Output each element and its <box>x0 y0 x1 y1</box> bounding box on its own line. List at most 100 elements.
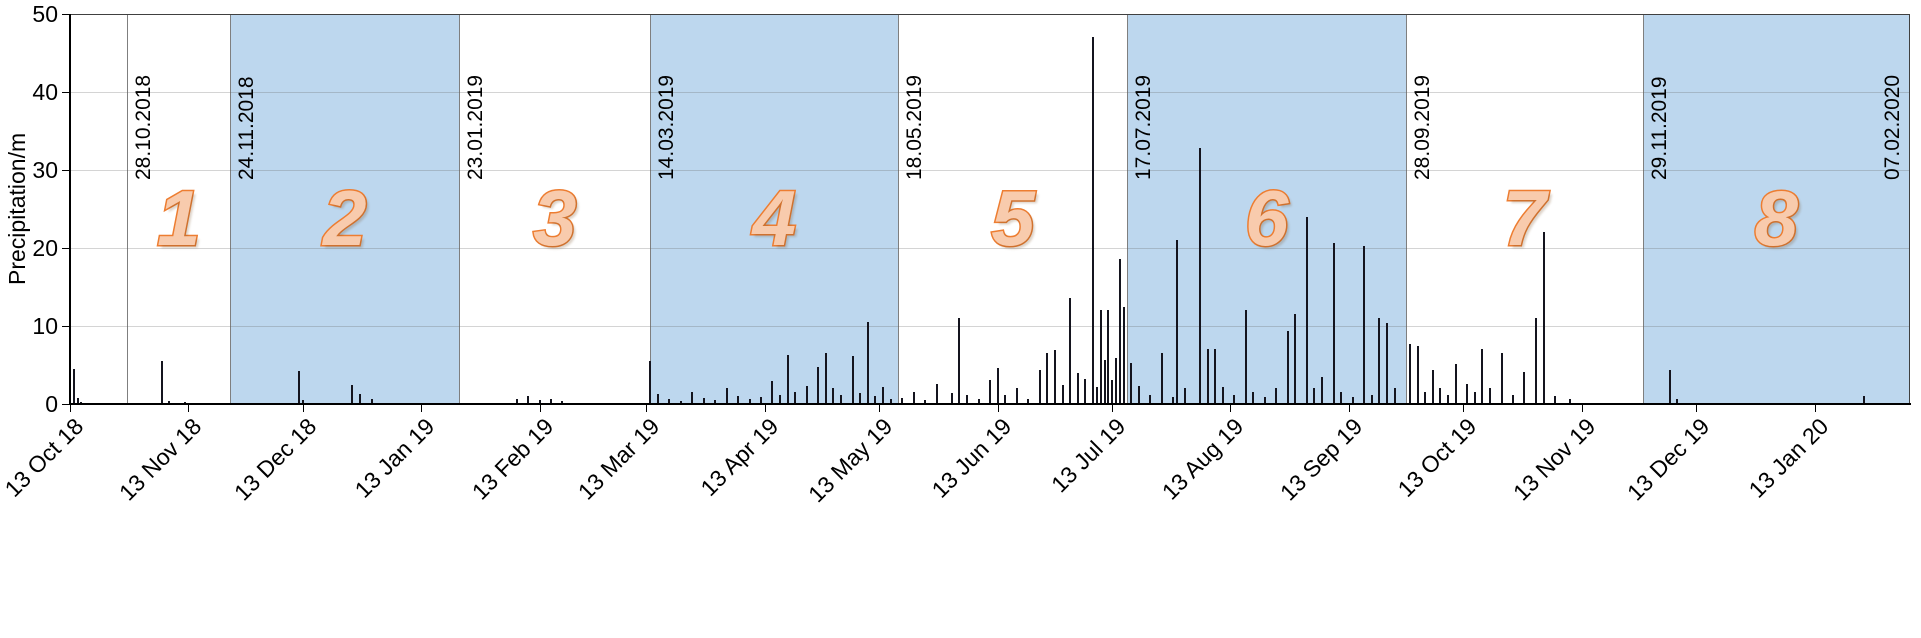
precipitation-bar <box>1099 309 1102 404</box>
y-tick-mark-20 <box>62 248 70 249</box>
precipitation-bar <box>1160 352 1163 404</box>
precipitation-bar <box>1015 388 1018 404</box>
period-start-date-label: 28.09.2019 <box>1411 74 1435 180</box>
period-number-3: 3 <box>532 174 578 262</box>
precipitation-bar <box>1424 391 1427 404</box>
precipitation-bar <box>1252 391 1255 404</box>
precipitation-bar <box>1263 396 1266 404</box>
precipitation-bar <box>1221 386 1224 404</box>
precipitation-bar <box>866 322 869 404</box>
period-number-4: 4 <box>751 174 797 262</box>
precipitation-bar <box>515 398 518 404</box>
precipitation-bar <box>950 393 953 404</box>
precipitation-bar <box>779 394 782 404</box>
x-tick-mark <box>646 405 648 412</box>
precipitation-bar <box>989 379 991 404</box>
precipitation-bar <box>1386 322 1388 404</box>
precipitation-bar <box>817 366 820 404</box>
y-tick-mark-40 <box>62 92 70 93</box>
y-tick-label-50: 50 <box>32 1 58 27</box>
x-tick-label: 13 Mar 19 <box>573 413 665 505</box>
precipitation-bar <box>1206 348 1209 404</box>
precipitation-bar <box>874 396 877 404</box>
precipitation-bar <box>924 400 927 404</box>
precipitation-bar <box>298 371 301 404</box>
precipitation-bar <box>1534 318 1537 404</box>
precipitation-bar <box>1130 363 1133 404</box>
period-start-date-label: 28.10.2018 <box>132 74 156 180</box>
precipitation-bar <box>679 400 682 404</box>
x-tick-mark <box>1348 405 1350 412</box>
precipitation-bar <box>1275 387 1278 404</box>
precipitation-bar <box>1668 370 1671 404</box>
precipitation-bar <box>1286 330 1289 404</box>
precipitation-bar <box>1038 369 1041 404</box>
gridline-y-10 <box>70 326 1910 327</box>
precipitation-bar <box>1084 379 1087 404</box>
precipitation-bar <box>1076 372 1079 404</box>
precipitation-bar <box>1111 379 1114 404</box>
x-tick-mark <box>1696 405 1698 412</box>
period-start-date-label: 24.11.2018 <box>235 76 259 180</box>
precipitation-bar <box>1233 395 1236 404</box>
precipitation-bar <box>1454 364 1457 404</box>
period-start-date-label: 17.07.2019 <box>1132 74 1156 180</box>
precipitation-bar <box>901 397 904 404</box>
period-number-7: 7 <box>1501 174 1547 262</box>
precipitation-bar <box>1313 387 1316 404</box>
precipitation-bar <box>935 383 938 404</box>
period-start-date-label: 23.01.2019 <box>464 74 488 180</box>
precipitation-bar <box>72 368 75 404</box>
x-tick-label: 13 Sep 19 <box>1274 413 1368 506</box>
period-band-2 <box>230 14 460 404</box>
precipitation-bar <box>786 354 789 404</box>
precipitation-bar <box>977 399 980 404</box>
precipitation-bar <box>76 397 79 404</box>
x-tick-label: 13 Aug 19 <box>1157 413 1249 505</box>
y-tick-mark-50 <box>62 14 70 15</box>
precipitation-bar <box>771 380 774 404</box>
precipitation-bar <box>966 395 969 404</box>
precipitation-bar <box>725 387 728 404</box>
precipitation-bar <box>1137 386 1140 404</box>
precipitation-bar <box>1061 385 1064 404</box>
x-tick-label: 13 Nov 18 <box>114 413 207 506</box>
y-tick-label-40: 40 <box>32 79 58 105</box>
precipitation-bar <box>1439 387 1442 404</box>
precipitation-bar <box>649 361 652 404</box>
precipitation-bar <box>168 400 171 404</box>
precipitation-bar <box>1149 395 1152 404</box>
precipitation-bar <box>1183 387 1186 404</box>
precipitation-bar <box>1294 313 1297 404</box>
x-tick-label: 13 Nov 19 <box>1507 413 1601 506</box>
period-number-2: 2 <box>322 174 368 262</box>
period-band-3 <box>459 14 650 404</box>
precipitation-bar <box>160 361 163 404</box>
precipitation-bar <box>1176 240 1179 404</box>
precipitation-bar <box>748 399 751 404</box>
y-tick-mark-10 <box>62 326 70 327</box>
x-tick-mark <box>879 405 881 412</box>
precipitation-bar <box>882 386 885 404</box>
precipitation-bar <box>1305 216 1308 404</box>
precipitation-bar <box>1481 349 1484 404</box>
precipitation-bar <box>1553 396 1556 404</box>
precipitation-bar <box>656 393 659 404</box>
precipitation-bar <box>1122 306 1125 404</box>
x-tick-label: 13 Apr 19 <box>695 413 784 502</box>
plot-area: 1 28.10.2018 2 24.11.2018 3 23.01.2019 4 14.03.… <box>69 14 1910 404</box>
period-number-5: 5 <box>990 174 1036 262</box>
period-band-5 <box>898 14 1127 404</box>
period-band-8 <box>1642 14 1910 404</box>
gridline-y-30 <box>70 170 1910 171</box>
precipitation-bar <box>1069 297 1072 404</box>
precipitation-bar <box>538 400 541 404</box>
precipitation-bar <box>1172 396 1175 404</box>
x-axis-line <box>69 403 1911 405</box>
y-tick-label-10: 10 <box>32 313 58 339</box>
period-number-6: 6 <box>1244 174 1290 262</box>
precipitation-bar <box>691 391 694 404</box>
y-axis-title: Precipitation/m <box>4 132 30 286</box>
precipitation-bar <box>1542 232 1545 404</box>
precipitation-bar <box>183 401 186 404</box>
